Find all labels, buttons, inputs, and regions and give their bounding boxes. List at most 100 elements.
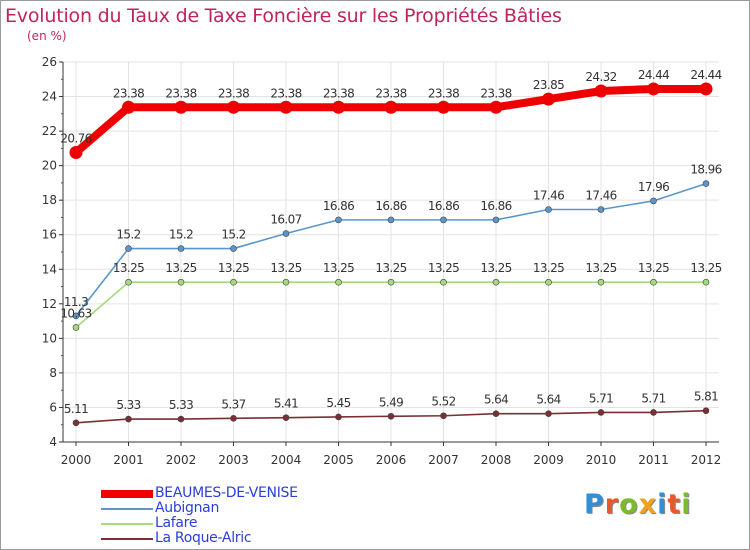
data-point <box>650 197 657 205</box>
data-point <box>174 100 188 114</box>
y-tick-label: 4 <box>49 435 57 449</box>
data-point <box>492 278 500 286</box>
data-label: 5.33 <box>169 398 193 412</box>
data-label: 5.71 <box>641 391 665 405</box>
data-point <box>72 312 80 320</box>
data-label: 17.96 <box>638 180 669 194</box>
x-tick-label: 2009 <box>533 453 564 467</box>
data-label: 5.81 <box>694 390 718 404</box>
data-label: 16.86 <box>375 199 406 213</box>
data-point <box>597 278 605 286</box>
y-tick-label: 8 <box>49 366 57 380</box>
data-label: 13.25 <box>690 261 721 275</box>
data-point <box>542 92 555 106</box>
data-label: 5.52 <box>431 395 455 409</box>
x-tick-label: 2000 <box>61 453 92 467</box>
data-point <box>387 278 395 286</box>
data-label: 23.38 <box>270 86 301 100</box>
data-label: 18.96 <box>690 163 721 177</box>
data-point <box>69 146 83 160</box>
x-tick-label: 2001 <box>113 453 144 467</box>
data-label: 16.86 <box>480 199 511 213</box>
data-point <box>545 410 552 417</box>
data-point <box>125 415 132 423</box>
data-point <box>702 180 710 187</box>
data-point <box>594 84 608 98</box>
data-point <box>227 100 240 114</box>
data-point <box>597 409 605 416</box>
data-label: 5.41 <box>274 397 298 411</box>
data-label: 13.25 <box>480 261 511 275</box>
data-point <box>384 100 398 114</box>
data-label: 17.46 <box>533 189 564 203</box>
legend-swatch <box>101 490 153 498</box>
y-tick-label: 16 <box>42 228 57 242</box>
data-label: 23.38 <box>480 86 511 100</box>
data-label: 13.25 <box>218 261 249 275</box>
data-label: 23.38 <box>218 86 249 100</box>
data-point <box>177 278 185 286</box>
y-tick-label: 22 <box>42 124 57 138</box>
data-point <box>177 245 185 252</box>
data-label: 24.44 <box>690 68 721 82</box>
data-label: 16.07 <box>270 213 301 227</box>
data-point <box>492 216 500 224</box>
data-label: 13.25 <box>165 261 196 275</box>
data-label: 5.33 <box>116 398 140 412</box>
data-label: 23.38 <box>375 86 406 100</box>
data-point <box>335 278 342 286</box>
legend-label: Aubignan <box>155 500 220 516</box>
data-point <box>332 100 345 114</box>
data-label: 11.3 <box>64 295 88 309</box>
x-tick-label: 2002 <box>166 453 197 467</box>
data-point <box>335 413 342 421</box>
x-tick-label: 2010 <box>586 453 617 467</box>
logo-letter: i <box>681 489 692 520</box>
data-label: 5.37 <box>221 397 245 411</box>
chart-title: Evolution du Taux de Taxe Foncière sur l… <box>5 5 562 27</box>
legend-swatch <box>101 538 153 540</box>
data-label: 15.2 <box>116 228 140 242</box>
data-label: 16.86 <box>428 199 459 213</box>
data-point <box>440 216 447 224</box>
data-point <box>440 278 447 286</box>
data-point <box>650 278 657 286</box>
data-label: 15.2 <box>169 228 193 242</box>
data-point <box>545 278 552 286</box>
legend-swatch <box>101 523 153 525</box>
x-tick-label: 2007 <box>428 453 459 467</box>
data-label: 5.64 <box>484 393 508 407</box>
data-label: 13.25 <box>113 261 144 275</box>
data-label: 5.71 <box>589 391 613 405</box>
y-tick-label: 20 <box>42 159 57 173</box>
data-point <box>282 278 290 286</box>
logo-letter: r <box>604 489 620 520</box>
data-point <box>282 414 290 421</box>
data-label: 20.76 <box>60 132 91 146</box>
data-point <box>699 82 713 96</box>
data-label: 10.63 <box>60 306 91 320</box>
data-point <box>702 278 710 286</box>
x-tick-label: 2012 <box>691 453 722 467</box>
data-point <box>492 410 500 417</box>
data-label: 13.25 <box>428 261 459 275</box>
data-label: 17.46 <box>585 189 616 203</box>
data-point <box>230 278 237 286</box>
data-label: 13.25 <box>638 261 669 275</box>
data-label: 23.38 <box>323 86 354 100</box>
data-point <box>597 206 605 213</box>
data-point <box>72 324 80 331</box>
x-tick-label: 2006 <box>376 453 407 467</box>
y-tick-label: 26 <box>42 55 57 69</box>
legend-label: BEAUMES-DE-VENISE <box>155 485 298 501</box>
data-point <box>177 415 185 423</box>
x-tick-label: 2005 <box>323 453 354 467</box>
data-label: 13.25 <box>533 261 564 275</box>
x-tick-label: 2004 <box>271 453 302 467</box>
y-tick-label: 18 <box>42 193 57 207</box>
data-point <box>489 100 503 114</box>
data-point <box>282 230 290 237</box>
data-point <box>122 100 135 114</box>
